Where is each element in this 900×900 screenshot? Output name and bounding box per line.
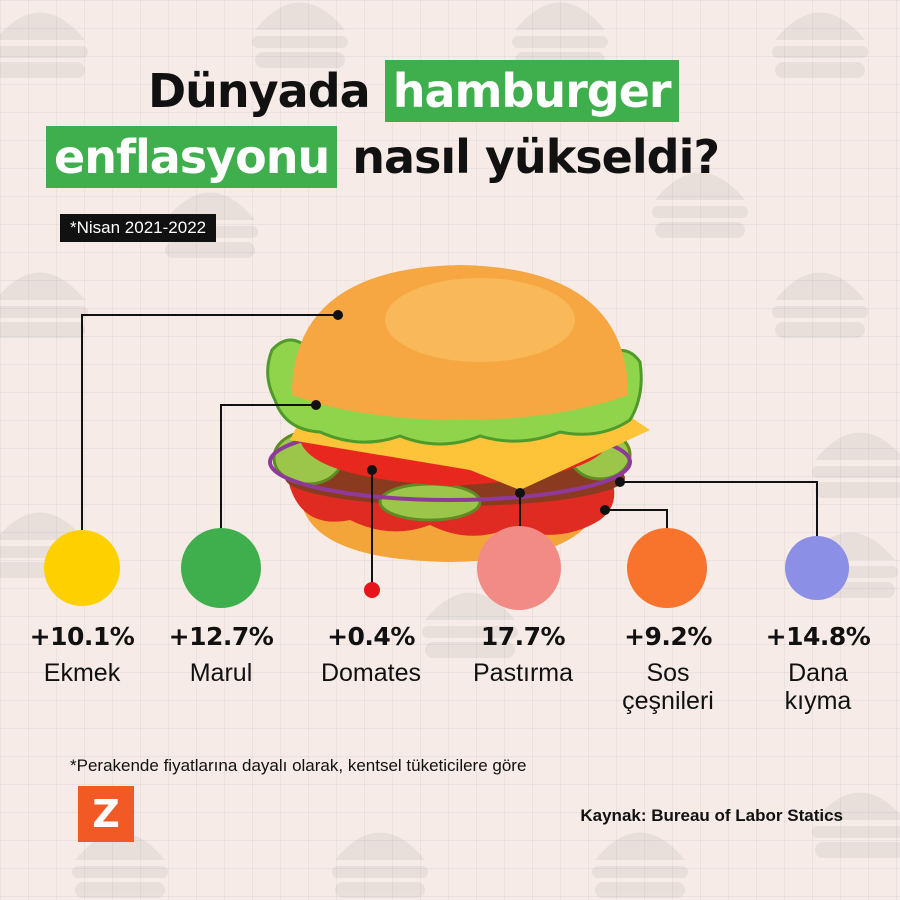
connector-line-2 (220, 404, 316, 537)
value-label-sos: +9.2% (624, 622, 712, 651)
category-marker-6 (785, 536, 849, 600)
category-marker-4 (477, 526, 561, 610)
background-burger-icon (812, 432, 900, 498)
title-line-1: Dünyada hamburger (148, 60, 679, 122)
brand-logo: Z (78, 786, 134, 842)
category-label-marul: Marul (146, 659, 296, 687)
title-part-2: nasıl yükseldi? (352, 130, 720, 184)
category-marker-3 (364, 582, 380, 598)
category-label-pastirma: Pastırma (448, 659, 598, 687)
category-label-dana-line-2: kıyma (784, 687, 852, 715)
connector-dot-1 (333, 310, 343, 320)
background-burger-icon (0, 12, 88, 78)
pickle-center-shape (378, 482, 482, 522)
period-badge: *Nisan 2021-2022 (60, 214, 217, 242)
background-burger-icon (252, 2, 348, 68)
category-label-dana-line-1: Dana (788, 659, 848, 687)
item-sos: +9.2% Sos çeşnileri (593, 622, 743, 715)
category-label-domates-line-1: Domates (320, 659, 422, 687)
connector-dot-6 (615, 477, 625, 487)
item-domates: +0.4% Domates (296, 622, 446, 687)
background-burger-icon (772, 272, 868, 338)
background-burger-icon (812, 792, 900, 858)
category-label-domates: Domates (296, 659, 446, 687)
title-line-2: enflasyonu nasıl yükseldi? (46, 126, 720, 188)
value-label-dana: +14.8% (765, 622, 871, 651)
title-part-1: Dünyada (148, 64, 371, 118)
item-pastirma: 17.7% Pastırma (448, 622, 598, 687)
background-burger-icon (0, 272, 88, 338)
value-label-domates: +0.4% (327, 622, 415, 651)
source-note: Kaynak: Bureau of Labor Statics (580, 806, 843, 825)
category-label-sos-line-1: Sos (646, 659, 690, 687)
item-dana: +14.8% Dana kıyma (743, 622, 893, 715)
category-label-dana: Dana kıyma (743, 659, 893, 715)
value-label-pastirma: 17.7% (480, 622, 566, 651)
connector-dot-3 (367, 465, 377, 475)
background-burger-icon (592, 832, 688, 898)
category-marker-1 (44, 530, 120, 606)
category-marker-5 (627, 528, 707, 608)
title-highlight-2: enflasyonu (46, 126, 338, 188)
connector-line-1 (81, 314, 338, 537)
background-burger-icon (332, 832, 428, 898)
category-label-sos: Sos çeşnileri (593, 659, 743, 715)
burger-drawing (266, 265, 650, 562)
title-highlight-1: hamburger (384, 60, 679, 122)
category-label-ekmek-line-1: Ekmek (43, 659, 121, 687)
connector-line-6 (620, 481, 818, 537)
connector-dot-5 (600, 505, 610, 515)
connector-dot-2 (311, 400, 321, 410)
item-marul: +12.7% Marul (146, 622, 296, 687)
connector-dot-4 (515, 488, 525, 498)
connector-lines (44, 310, 849, 610)
category-marker-2 (181, 528, 261, 608)
footnote: *Perakende fiyatlarına dayalı olarak, ke… (70, 756, 527, 775)
category-label-sos-line-2: çeşnileri (622, 687, 714, 715)
background-burger-icon (772, 12, 868, 78)
category-label-pastirma-line-1: Pastırma (472, 659, 574, 687)
bun-highlight-shape (385, 278, 575, 362)
item-ekmek: +10.1% Ekmek (7, 622, 157, 687)
category-label-marul-line-1: Marul (189, 659, 253, 687)
background-burger-icon (72, 832, 168, 898)
background-burger-icon (652, 172, 748, 238)
value-label-marul: +12.7% (168, 622, 274, 651)
value-label-ekmek: +10.1% (29, 622, 135, 651)
category-label-ekmek: Ekmek (7, 659, 157, 687)
